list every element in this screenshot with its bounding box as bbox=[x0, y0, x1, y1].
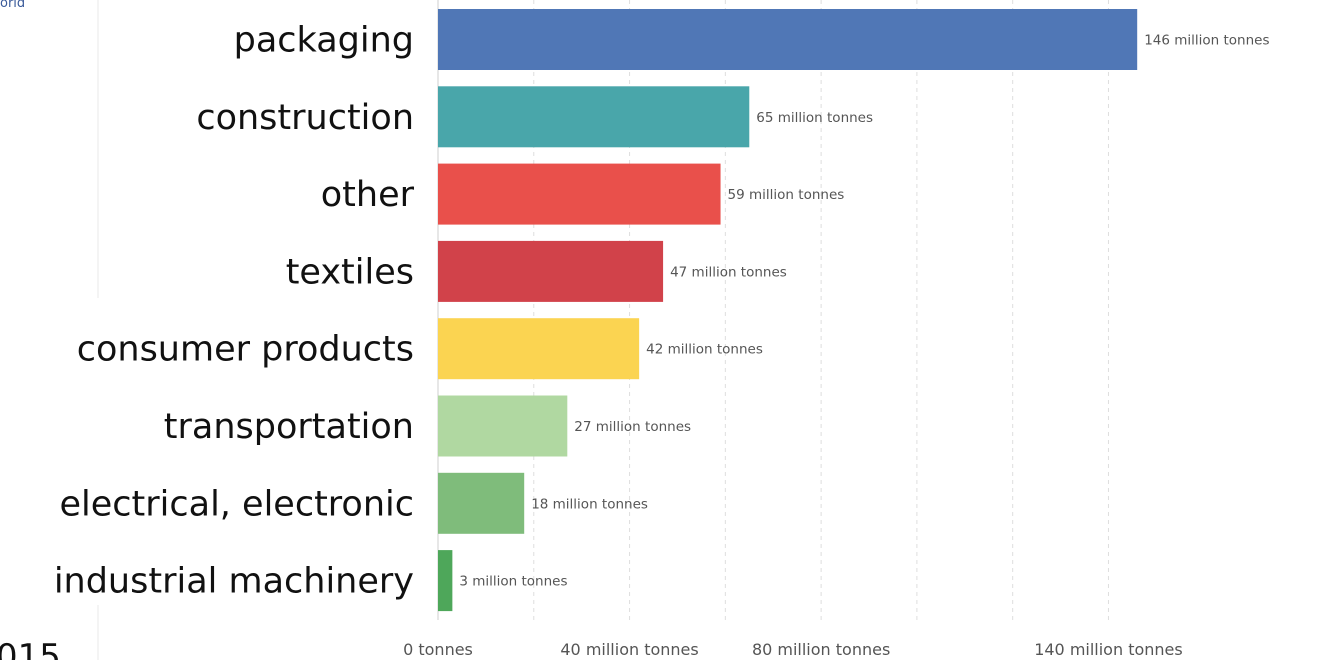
bar-construction[interactable] bbox=[438, 86, 750, 148]
x-tick-label-40: 40 million tonnes bbox=[560, 640, 698, 659]
x-axis-ticks: 0 tonnes 40 million tonnes 80 million tonn… bbox=[403, 640, 1183, 659]
x-tick-label-140: 140 million tonnes bbox=[1034, 640, 1183, 659]
value-labels: 146 million tonnes 65 million tonnes 59 mi… bbox=[459, 33, 1269, 590]
value-label-packaging: 146 million tonnes bbox=[1144, 33, 1269, 49]
value-label-construction: 65 million tonnes bbox=[756, 110, 873, 126]
x-tick-label-80: 80 million tonnes bbox=[752, 640, 890, 659]
category-labels: packaging construction other textiles consum… bbox=[54, 21, 415, 602]
bar-electrical-electronic[interactable] bbox=[438, 472, 525, 534]
bar-other[interactable] bbox=[438, 163, 721, 225]
value-label-consumer-products: 42 million tonnes bbox=[646, 342, 763, 358]
category-label-electrical-electronic: electrical, electronic bbox=[60, 484, 414, 524]
x-tick-label-0: 0 tonnes bbox=[403, 640, 473, 659]
bar-packaging[interactable] bbox=[438, 9, 1138, 70]
category-label-textiles: textiles bbox=[286, 252, 414, 292]
bars-group bbox=[438, 9, 1138, 612]
category-label-consumer-products: consumer products bbox=[77, 330, 414, 370]
category-label-other: other bbox=[321, 175, 415, 215]
bar-textiles[interactable] bbox=[438, 240, 664, 302]
bar-industrial-machinery[interactable] bbox=[438, 550, 453, 612]
value-label-textiles: 47 million tonnes bbox=[670, 264, 787, 280]
category-label-industrial-machinery: industrial machinery bbox=[54, 562, 414, 602]
top-left-fragment: orld bbox=[0, 0, 25, 11]
bar-consumer-products[interactable] bbox=[438, 318, 640, 380]
value-label-electrical-electronic: 18 million tonnes bbox=[531, 496, 648, 512]
bar-transportation[interactable] bbox=[438, 395, 568, 457]
bottom-left-fragment: 015 bbox=[0, 637, 61, 660]
category-label-transportation: transportation bbox=[164, 407, 414, 447]
value-label-industrial-machinery: 3 million tonnes bbox=[459, 574, 567, 590]
category-label-packaging: packaging bbox=[234, 21, 414, 61]
value-label-other: 59 million tonnes bbox=[728, 187, 845, 203]
value-label-transportation: 27 million tonnes bbox=[574, 419, 691, 435]
category-label-construction: construction bbox=[196, 98, 414, 138]
